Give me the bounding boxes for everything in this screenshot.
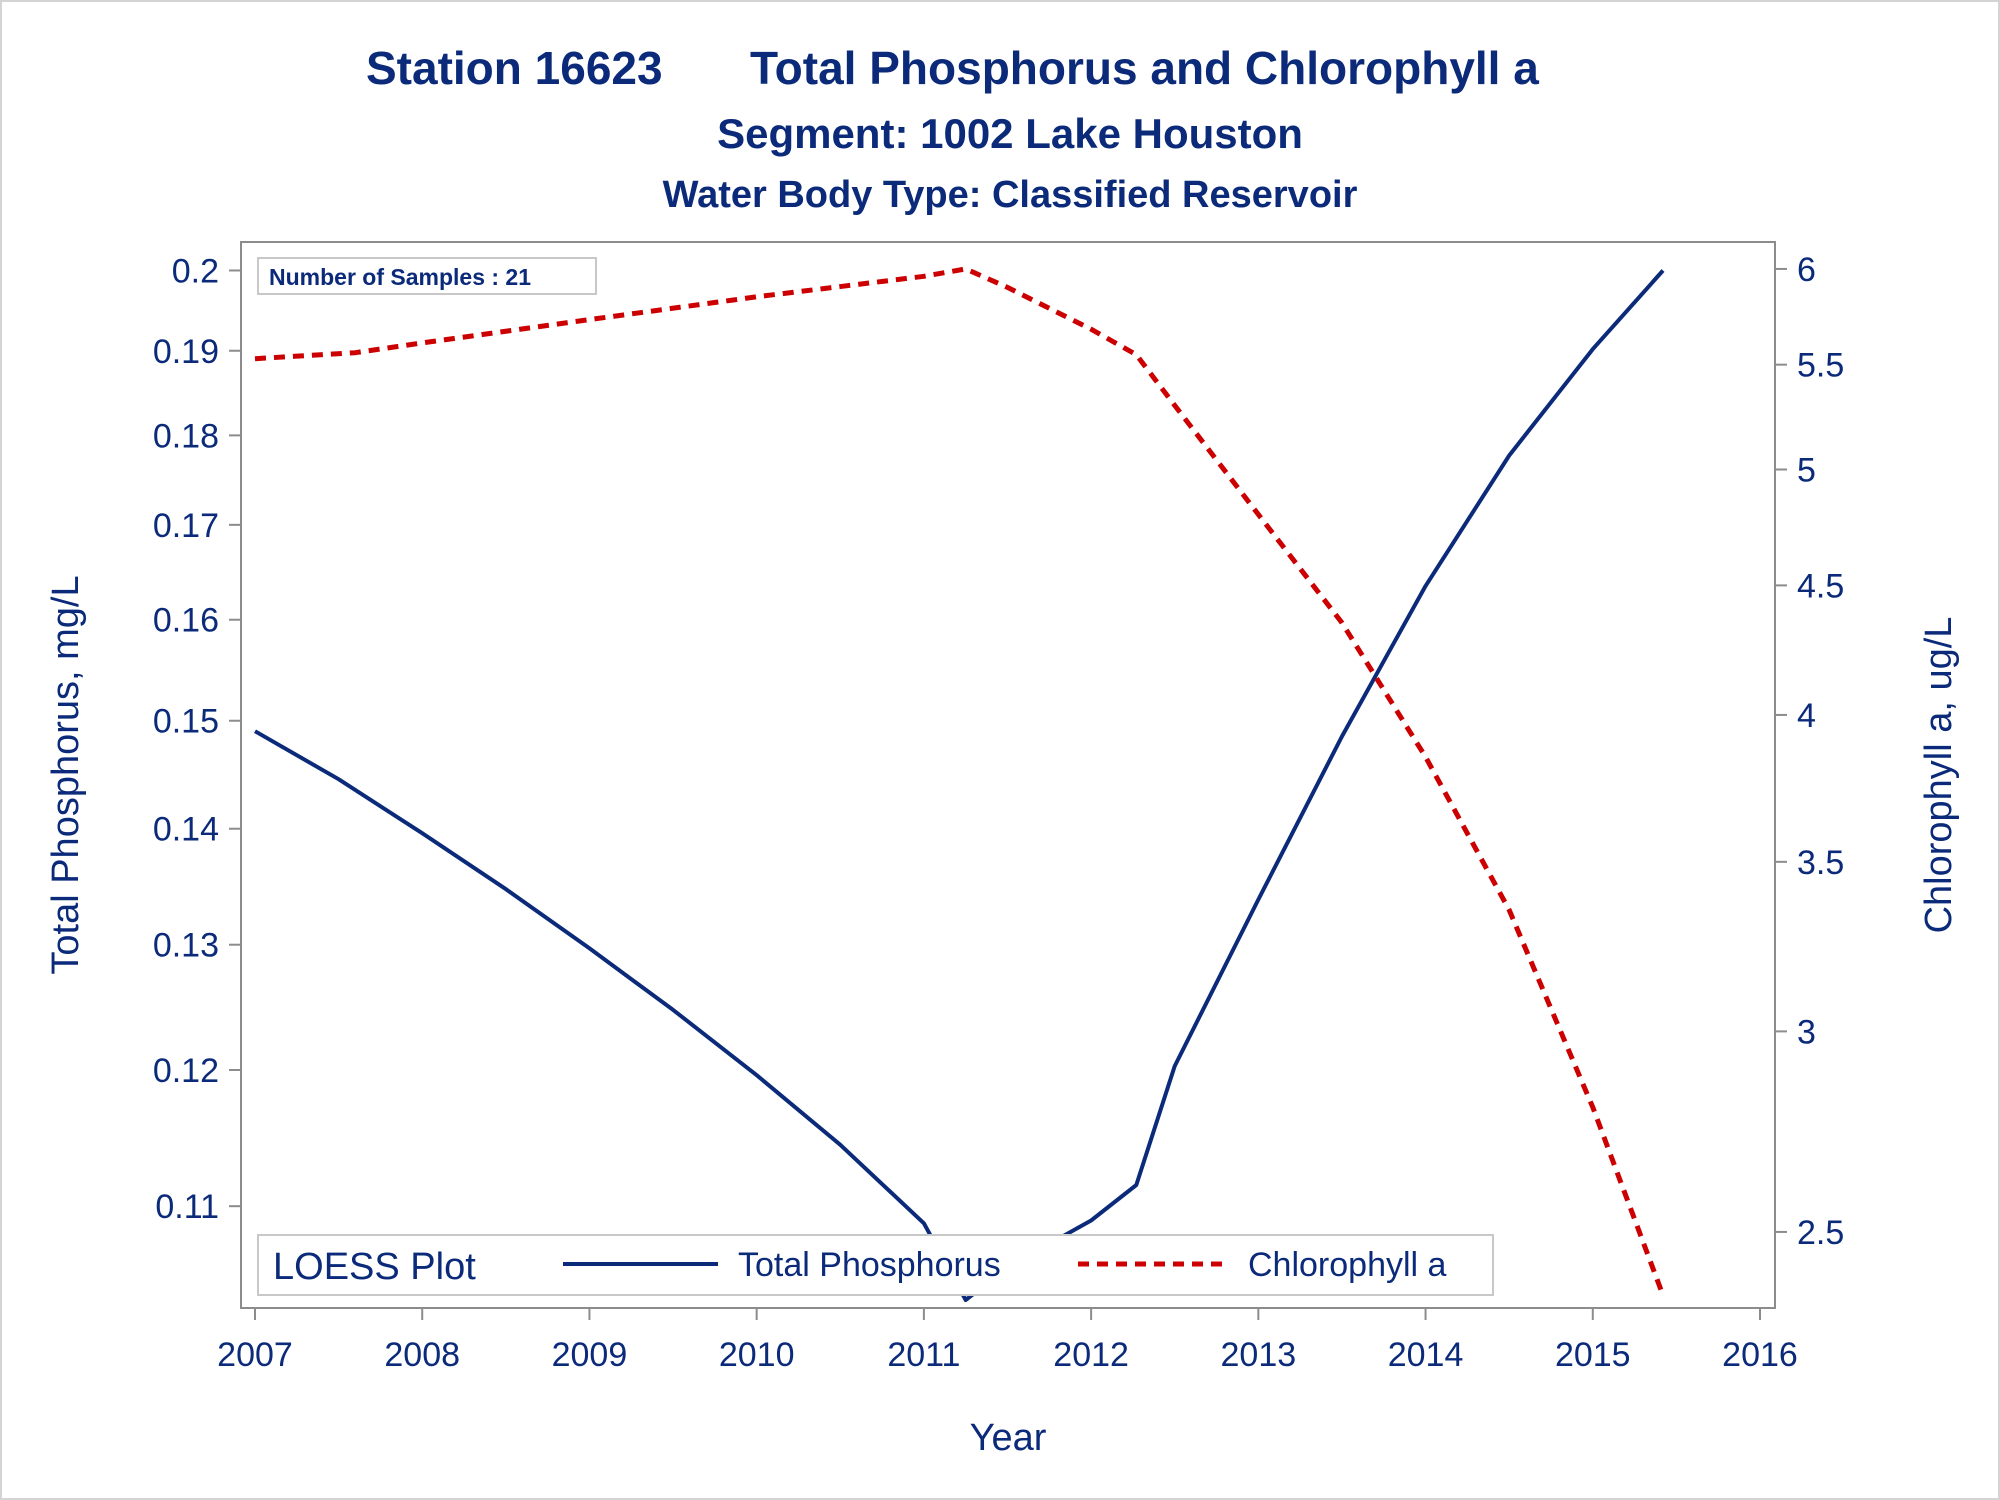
x-tick-label: 2014 [1388,1336,1464,1374]
series-line-phosphorus [254,269,1665,1302]
chart-title-main: Total Phosphorus and Chlorophyll a [750,42,1539,94]
x-tick-label: 2016 [1722,1336,1798,1374]
legend-box [257,1234,1494,1296]
y-left-tick-label: 0.12 [153,1052,219,1090]
y-right-tick-label: 5 [1797,451,1816,489]
chart-title-station: Station 16623 [366,42,663,94]
legend-title: LOESS Plot [273,1246,476,1288]
x-tick-label: 2009 [552,1336,628,1374]
y-right-tick-label: 4.5 [1797,567,1844,605]
y-right-tick-label: 6 [1797,251,1816,289]
y-right-tick-label: 3 [1797,1013,1816,1051]
x-axis-label: Year [970,1417,1047,1459]
series-group [254,266,1666,1302]
legend-label-chlorophyll: Chlorophyll a [1248,1246,1447,1284]
y-left-tick-label: 0.18 [153,417,219,455]
y-axis-left-label: Total Phosphorus, mg/L [45,575,87,974]
y-axis-right-label: Chlorophyll a, ug/L [1918,617,1960,934]
y-left-tick-label: 0.14 [153,811,219,849]
y-right-tick-label: 4 [1797,697,1816,735]
x-tick-label: 2008 [384,1336,460,1374]
chart-subtitle-waterbody: Water Body Type: Classified Reservoir [663,174,1358,216]
sample-count-text: Number of Samples : 21 [269,264,531,290]
legend-label-phosphorus: Total Phosphorus [738,1246,1001,1284]
y-left-tick-label: 0.16 [153,602,219,640]
y-right-tick-label: 2.5 [1797,1214,1844,1252]
x-axis-ticks: 2007 2008 2009 2010 2011 2012 2013 2014 2015 2016 [217,1308,1798,1374]
plot-area-border [240,241,1776,1309]
x-tick-label: 2015 [1555,1336,1631,1374]
y-right-tick-label: 3.5 [1797,844,1844,882]
y-left-tick-label: 0.17 [153,507,219,545]
y-right-tick-label: 5.5 [1797,347,1844,385]
x-tick-label: 2007 [217,1336,293,1374]
x-tick-label: 2012 [1053,1336,1129,1374]
y-left-tick-label: 0.11 [155,1188,219,1226]
sample-count-box [257,257,597,295]
series-line-chlorophyll [254,266,1666,1297]
y-left-tick-label: 0.19 [153,333,219,371]
chart-subtitle-segment: Segment: 1002 Lake Houston [717,110,1303,157]
y-left-tick-label: 0.15 [153,703,219,741]
y-left-tick-label: 0.2 [172,252,219,290]
x-tick-label: 2010 [719,1336,795,1374]
y-axis-right-ticks: 2.5 3 3.5 4 4.5 5 5.5 6 [1775,251,1844,1252]
y-left-tick-label: 0.13 [153,927,219,965]
y-axis-left-ticks: 0.11 0.12 0.13 0.14 0.15 0.16 0.17 0.18 0.19 0.2 [153,252,241,1226]
x-tick-label: 2013 [1221,1336,1297,1374]
x-tick-label: 2011 [887,1336,960,1374]
